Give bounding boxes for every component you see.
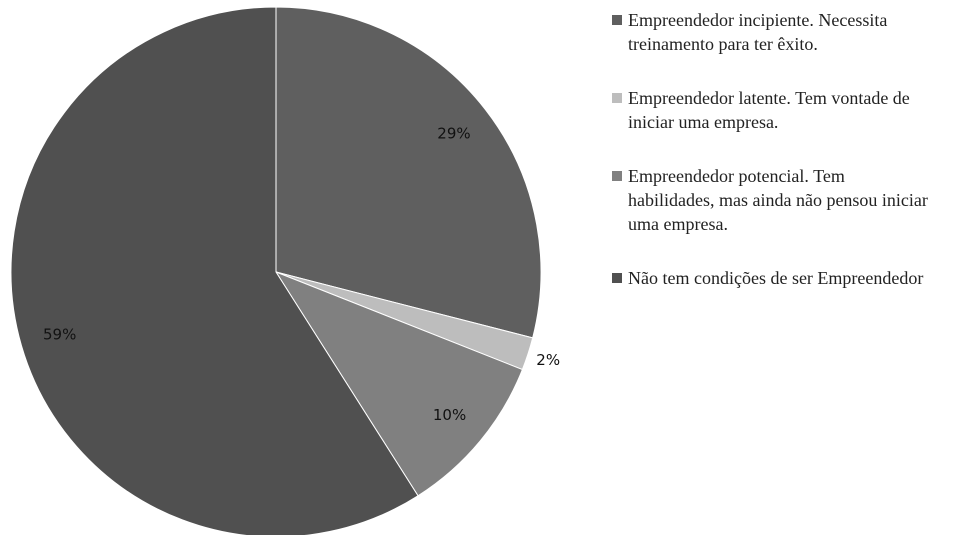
data-label: 29%	[437, 124, 470, 142]
data-label: 59%	[43, 325, 76, 343]
legend-item: Empreendedor incipiente. Necessita trein…	[612, 8, 928, 56]
pie-slice	[10, 6, 419, 535]
legend-label: Não tem condições de ser Empreendedor	[628, 268, 924, 288]
legend-swatch	[612, 171, 622, 181]
legend-swatch	[612, 93, 622, 103]
data-label: 10%	[433, 406, 466, 424]
legend-swatch	[612, 273, 622, 283]
legend-swatch	[612, 15, 622, 25]
legend: Empreendedor incipiente. Necessita trein…	[612, 8, 957, 320]
legend-item: Não tem condições de ser Empreendedor	[612, 266, 928, 290]
legend-item: Empreendedor latente. Tem vontade de ini…	[612, 86, 928, 134]
legend-label: Empreendedor potencial. Tem habilidades,…	[628, 166, 928, 234]
legend-item: Empreendedor potencial. Tem habilidades,…	[612, 164, 928, 236]
pie-slice	[274, 270, 524, 497]
pie-area: 29% 2% 10% 59%	[10, 6, 560, 535]
data-label: 2%	[536, 351, 560, 369]
legend-label: Empreendedor latente. Tem vontade de ini…	[628, 88, 910, 132]
pie-slice	[275, 6, 542, 339]
legend-label: Empreendedor incipiente. Necessita trein…	[628, 10, 888, 54]
